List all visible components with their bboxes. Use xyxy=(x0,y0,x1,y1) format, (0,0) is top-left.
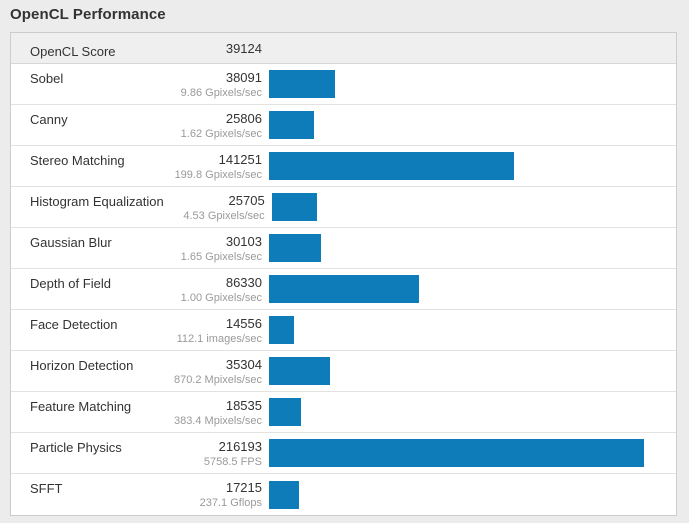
benchmark-rate: 9.86 Gpixels/sec xyxy=(180,87,262,99)
bar-track xyxy=(269,351,676,391)
benchmark-rows: Sobel 38091 9.86 Gpixels/sec Canny 25806… xyxy=(11,64,676,515)
benchmark-name: SFFT xyxy=(30,481,63,496)
benchmark-name: Sobel xyxy=(30,71,64,86)
benchmark-rate: 383.4 Mpixels/sec xyxy=(173,415,262,427)
table-row: Particle Physics 216193 5758.5 FPS xyxy=(11,433,676,474)
benchmark-rate: 1.62 Gpixels/sec xyxy=(180,128,262,140)
benchmark-score: 141251 xyxy=(218,152,262,167)
benchmark-score: 35304 xyxy=(225,357,262,372)
benchmark-name: Depth of Field xyxy=(30,276,111,291)
benchmark-score: 216193 xyxy=(218,439,262,454)
overall-score-value: 39124 xyxy=(225,40,262,56)
benchmark-name: Canny xyxy=(30,112,68,127)
benchmark-rate: 870.2 Mpixels/sec xyxy=(173,374,262,386)
page-title: OpenCL Performance xyxy=(10,6,166,23)
benchmark-name: Stereo Matching xyxy=(30,153,125,168)
table-row: Histogram Equalization 25705 4.53 Gpixel… xyxy=(11,187,676,228)
table-row: Horizon Detection 35304 870.2 Mpixels/se… xyxy=(11,351,676,392)
score-bar xyxy=(271,193,317,221)
benchmark-name: Feature Matching xyxy=(30,399,132,414)
benchmark-values: 14556 112.1 images/sec xyxy=(161,310,262,350)
benchmark-values: 38091 9.86 Gpixels/sec xyxy=(161,64,262,104)
score-bar xyxy=(269,439,644,467)
bar-track xyxy=(269,474,676,515)
bar-track xyxy=(269,392,676,432)
bar-track xyxy=(269,146,676,186)
benchmark-rate: 112.1 images/sec xyxy=(176,333,262,345)
benchmark-score: 18535 xyxy=(225,398,262,413)
benchmark-score: 38091 xyxy=(225,70,262,85)
table-row: Face Detection 14556 112.1 images/sec xyxy=(11,310,676,351)
bar-track xyxy=(269,64,676,104)
table-row: Feature Matching 18535 383.4 Mpixels/sec xyxy=(11,392,676,433)
benchmark-score: 25705 xyxy=(228,193,265,208)
benchmark-values: 25705 4.53 Gpixels/sec xyxy=(164,187,265,227)
benchmark-values: 86330 1.00 Gpixels/sec xyxy=(161,269,262,309)
benchmark-values: 18535 383.4 Mpixels/sec xyxy=(161,392,262,432)
bar-track xyxy=(271,187,676,227)
opencl-score-table: OpenCL Score 39124 Sobel 38091 9.86 Gpix… xyxy=(10,32,677,516)
benchmark-rate: 199.8 Gpixels/sec xyxy=(174,169,262,181)
bar-track xyxy=(269,228,676,268)
benchmark-name: Horizon Detection xyxy=(30,358,134,373)
benchmark-score: 14556 xyxy=(225,316,262,331)
table-row: SFFT 17215 237.1 Gflops xyxy=(11,474,676,515)
score-bar xyxy=(269,70,335,98)
table-row: Depth of Field 86330 1.00 Gpixels/sec xyxy=(11,269,676,310)
score-bar xyxy=(269,398,301,426)
bar-track xyxy=(269,269,676,309)
score-bar xyxy=(269,316,294,344)
score-bar xyxy=(269,480,299,509)
table-row: Canny 25806 1.62 Gpixels/sec xyxy=(11,105,676,146)
benchmark-score: 25806 xyxy=(225,111,262,126)
benchmark-score: 86330 xyxy=(225,275,262,290)
benchmark-score: 17215 xyxy=(225,480,262,495)
benchmark-rate: 4.53 Gpixels/sec xyxy=(183,210,265,222)
score-bar xyxy=(269,275,419,303)
benchmark-rate: 237.1 Gflops xyxy=(199,497,262,509)
score-bar xyxy=(269,152,514,180)
benchmark-name: Gaussian Blur xyxy=(30,235,112,250)
overall-score-label: OpenCL Score xyxy=(30,44,116,59)
score-bar xyxy=(269,357,330,385)
bar-track xyxy=(269,310,676,350)
score-bar xyxy=(269,111,314,139)
bar-track xyxy=(269,433,676,473)
benchmark-values: 25806 1.62 Gpixels/sec xyxy=(161,105,262,145)
table-row: Sobel 38091 9.86 Gpixels/sec xyxy=(11,64,676,105)
benchmark-rate: 1.00 Gpixels/sec xyxy=(180,292,262,304)
table-row: Gaussian Blur 30103 1.65 Gpixels/sec xyxy=(11,228,676,269)
benchmark-values: 17215 237.1 Gflops xyxy=(161,474,262,515)
benchmark-name: Particle Physics xyxy=(30,440,122,455)
score-bar xyxy=(269,234,321,262)
benchmark-score: 30103 xyxy=(225,234,262,249)
benchmark-rate: 1.65 Gpixels/sec xyxy=(180,251,262,263)
benchmark-values: 35304 870.2 Mpixels/sec xyxy=(161,351,262,391)
benchmark-values: 216193 5758.5 FPS xyxy=(161,433,262,473)
bar-track xyxy=(269,105,676,145)
benchmark-rate: 5758.5 FPS xyxy=(203,456,262,468)
table-row: Stereo Matching 141251 199.8 Gpixels/sec xyxy=(11,146,676,187)
benchmark-values: 141251 199.8 Gpixels/sec xyxy=(161,146,262,186)
benchmark-name: Histogram Equalization xyxy=(30,194,164,209)
benchmark-values: 30103 1.65 Gpixels/sec xyxy=(161,228,262,268)
benchmark-name: Face Detection xyxy=(30,317,118,332)
table-header-row: OpenCL Score 39124 xyxy=(11,33,676,64)
